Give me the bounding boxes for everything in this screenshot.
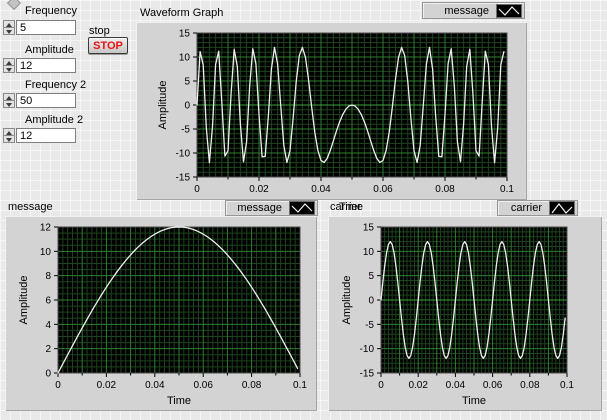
- carrier-graph-title: carrier: [330, 201, 362, 213]
- amplitude2-input[interactable]: [16, 128, 76, 143]
- decrement-arrow-icon[interactable]: [3, 27, 15, 35]
- svg-text:0.04: 0.04: [311, 184, 331, 195]
- frequency2-label: Frequency 2: [25, 79, 87, 91]
- waveform-icon: [496, 3, 522, 18]
- svg-text:8: 8: [45, 271, 51, 282]
- message-graph-plot[interactable]: 0 0.02 0.04 0.06 0.08 0.1 12 10 8 6 4 2 0 Amplitude Ti…: [5, 216, 317, 411]
- amplitude2-spinner[interactable]: [3, 128, 15, 143]
- amplitude2-control: [3, 128, 76, 143]
- svg-text:10: 10: [363, 247, 375, 258]
- legend-plot-name: carrier: [510, 202, 542, 214]
- amplitude-input[interactable]: [16, 58, 76, 73]
- frequency-label: Frequency: [25, 5, 77, 17]
- svg-text:0: 0: [55, 380, 61, 391]
- frequency2-spinner[interactable]: [3, 93, 15, 108]
- amplitude2-label: Amplitude 2: [25, 114, 84, 126]
- svg-text:Time: Time: [462, 395, 486, 407]
- svg-text:0.06: 0.06: [483, 380, 503, 391]
- svg-text:0: 0: [378, 380, 384, 391]
- svg-text:0.04: 0.04: [145, 380, 165, 391]
- svg-text:15: 15: [363, 223, 375, 234]
- svg-text:Amplitude: Amplitude: [157, 81, 169, 130]
- svg-text:Time: Time: [167, 395, 191, 407]
- svg-text:0.08: 0.08: [520, 380, 540, 391]
- increment-arrow-icon[interactable]: [3, 128, 15, 135]
- svg-text:-10: -10: [176, 149, 191, 160]
- svg-text:Amplitude: Amplitude: [341, 276, 353, 325]
- carrier-graph-plot[interactable]: 0 0.02 0.04 0.06 0.08 0.1 15 10 5 0 -5 -10 -15 Amplit…: [328, 216, 602, 411]
- svg-text:0: 0: [194, 184, 200, 195]
- svg-text:Amplitude: Amplitude: [18, 276, 30, 325]
- amplitude-label: Amplitude: [25, 44, 74, 56]
- message-graph-legend[interactable]: message: [225, 200, 318, 216]
- waveform-icon: [289, 201, 315, 215]
- increment-arrow-icon[interactable]: [3, 93, 15, 100]
- frequency-spinner[interactable]: [3, 20, 15, 35]
- frequency2-control: [3, 93, 76, 108]
- svg-text:0: 0: [45, 369, 51, 380]
- frequency-control: [3, 20, 76, 35]
- increment-arrow-icon[interactable]: [3, 58, 15, 65]
- svg-text:15: 15: [179, 29, 191, 40]
- svg-text:5: 5: [184, 77, 190, 88]
- carrier-graph-panel: 0 0.02 0.04 0.06 0.08 0.1 15 10 5 0 -5 -10 -15 Amplit…: [328, 216, 602, 411]
- amplitude-control: [3, 58, 76, 73]
- svg-text:-15: -15: [360, 369, 375, 380]
- message-graph-title: message: [8, 201, 53, 213]
- svg-text:5: 5: [368, 271, 374, 282]
- svg-text:0: 0: [184, 101, 190, 112]
- message-graph-panel: 0 0.02 0.04 0.06 0.08 0.1 12 10 8 6 4 2 0 Amplitude Ti…: [5, 216, 317, 411]
- svg-text:0.02: 0.02: [249, 184, 269, 195]
- legend-plot-name: message: [444, 4, 489, 17]
- svg-text:0.1: 0.1: [500, 184, 514, 195]
- svg-text:-15: -15: [176, 173, 191, 184]
- svg-text:12: 12: [40, 223, 52, 234]
- waveform-graph-panel: 0 0.02 0.04 0.06 0.08 0.1 15 10 5 0 -5 -10 -15 Amplit…: [136, 22, 527, 200]
- svg-text:-5: -5: [181, 125, 190, 136]
- svg-text:0.08: 0.08: [242, 380, 262, 391]
- legend-plot-name: message: [237, 202, 282, 214]
- frequency2-input[interactable]: [16, 93, 76, 108]
- svg-text:4: 4: [45, 320, 51, 331]
- stop-label: stop: [89, 25, 110, 37]
- increment-arrow-icon[interactable]: [3, 20, 15, 27]
- svg-text:10: 10: [40, 247, 52, 258]
- svg-text:0.1: 0.1: [560, 380, 574, 391]
- svg-text:6: 6: [45, 296, 51, 307]
- waveform-graph-title: Waveform Graph: [140, 7, 224, 19]
- svg-text:0.1: 0.1: [293, 380, 307, 391]
- waveform-graph-xlabel: Time: [339, 201, 364, 213]
- decrement-arrow-icon[interactable]: [3, 65, 15, 73]
- stop-button[interactable]: STOP: [88, 37, 128, 54]
- waveform-graph-legend[interactable]: message: [422, 2, 525, 19]
- waveform-graph-plot[interactable]: 0 0.02 0.04 0.06 0.08 0.1 15 10 5 0 -5 -10 -15 Amplit…: [136, 22, 527, 200]
- svg-text:-5: -5: [365, 320, 374, 331]
- svg-text:0: 0: [368, 296, 374, 307]
- carrier-graph-legend[interactable]: carrier: [497, 200, 578, 216]
- amplitude-spinner[interactable]: [3, 58, 15, 73]
- frequency-input[interactable]: [16, 20, 76, 35]
- svg-text:10: 10: [179, 53, 191, 64]
- svg-text:0.06: 0.06: [373, 184, 393, 195]
- decrement-arrow-icon[interactable]: [3, 100, 15, 108]
- svg-text:0.02: 0.02: [408, 380, 428, 391]
- triangle-wave-icon: [549, 201, 575, 215]
- svg-text:2: 2: [45, 344, 51, 355]
- svg-text:0.04: 0.04: [446, 380, 466, 391]
- svg-text:0.08: 0.08: [435, 184, 455, 195]
- svg-text:-10: -10: [360, 344, 375, 355]
- svg-text:0.02: 0.02: [97, 380, 117, 391]
- decrement-arrow-icon[interactable]: [3, 135, 15, 143]
- svg-text:0.06: 0.06: [193, 380, 213, 391]
- grid-origin-marker: [6, 0, 22, 11]
